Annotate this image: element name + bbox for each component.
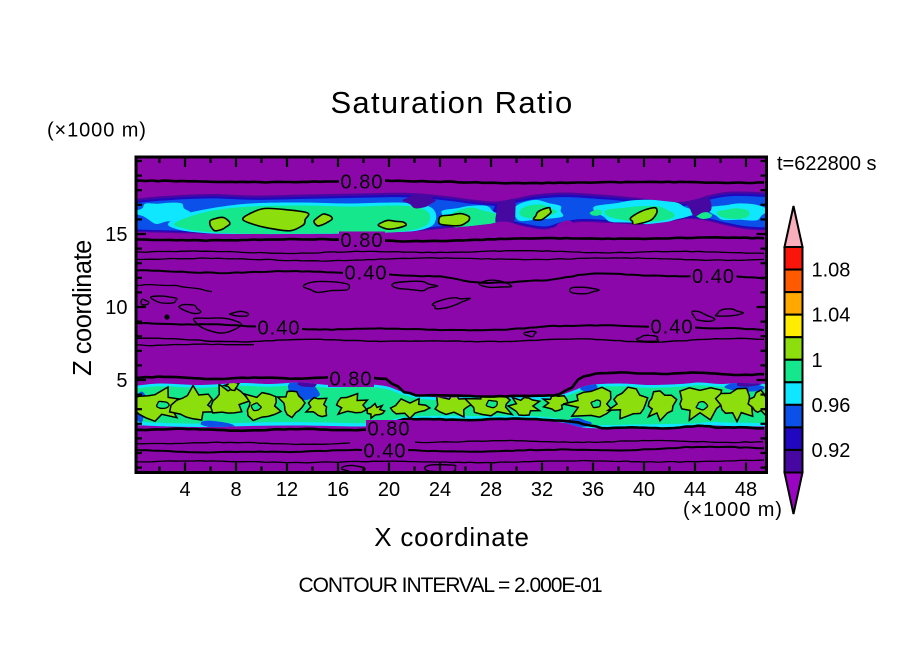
svg-text:0.96: 0.96 (812, 395, 851, 417)
svg-text:36: 36 (582, 479, 604, 501)
svg-text:24: 24 (429, 479, 451, 501)
svg-text:0.80: 0.80 (341, 172, 384, 194)
svg-text:0.40: 0.40 (651, 317, 694, 339)
svg-text:4: 4 (179, 479, 190, 501)
svg-text:(×1000 m): (×1000 m) (683, 499, 783, 521)
svg-text:0.40: 0.40 (258, 318, 301, 340)
svg-text:32: 32 (531, 479, 553, 501)
svg-text:20: 20 (378, 479, 400, 501)
svg-text:12: 12 (276, 479, 298, 501)
svg-text:(×1000 m): (×1000 m) (47, 120, 147, 142)
svg-text:1: 1 (812, 350, 823, 372)
svg-text:1.08: 1.08 (812, 260, 851, 282)
svg-text:0.80: 0.80 (341, 230, 384, 252)
svg-text:0.40: 0.40 (364, 441, 407, 463)
svg-text:t=622800 s: t=622800 s (777, 153, 877, 175)
svg-text:0.92: 0.92 (812, 440, 851, 462)
svg-text:15: 15 (105, 224, 127, 246)
svg-text:CONTOUR INTERVAL = 2.000E-01: CONTOUR INTERVAL = 2.000E-01 (298, 574, 601, 597)
svg-text:8: 8 (230, 479, 241, 501)
svg-text:40: 40 (633, 479, 655, 501)
svg-text:X coordinate: X coordinate (374, 522, 530, 552)
svg-text:Z coordinate: Z coordinate (69, 240, 97, 376)
svg-text:1.04: 1.04 (812, 305, 851, 327)
svg-text:48: 48 (735, 479, 757, 501)
svg-text:0.80: 0.80 (330, 369, 373, 391)
svg-text:0.40: 0.40 (692, 266, 735, 288)
svg-text:44: 44 (684, 479, 706, 501)
svg-text:Saturation Ratio: Saturation Ratio (330, 85, 573, 120)
svg-text:0.40: 0.40 (345, 263, 388, 285)
svg-text:5: 5 (116, 370, 127, 392)
svg-text:0.80: 0.80 (368, 419, 411, 441)
svg-text:28: 28 (480, 479, 502, 501)
svg-text:10: 10 (105, 297, 127, 319)
svg-text:16: 16 (327, 479, 349, 501)
